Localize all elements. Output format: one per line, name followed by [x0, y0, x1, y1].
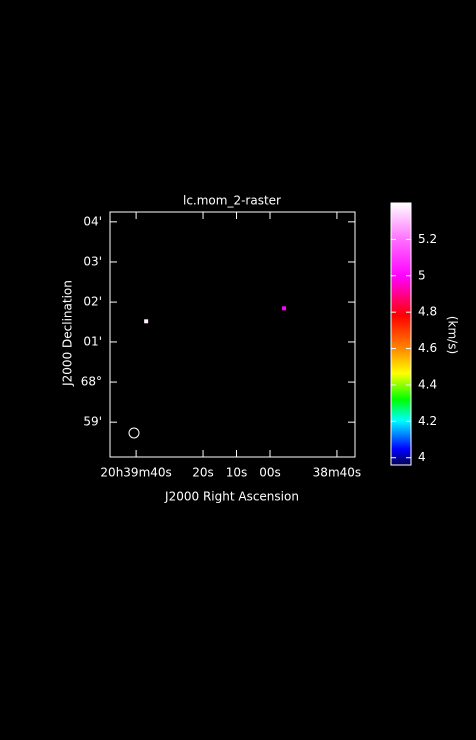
chart-title: lc.mom_2-raster — [183, 194, 281, 208]
y-tick-label: 03' — [83, 254, 102, 268]
colorbar-tick-label: 4.2 — [418, 414, 437, 428]
colorbar-tick-label: 4.4 — [418, 377, 437, 391]
x-tick-label: 20s — [192, 466, 214, 480]
x-axis-label: J2000 Right Ascension — [164, 490, 299, 504]
colorbar-tick-label: 5 — [418, 268, 426, 282]
y-tick-label: 59' — [83, 415, 102, 429]
y-tick-label: 68° — [81, 375, 102, 389]
colorbar-tick-label: 4.6 — [418, 341, 437, 355]
y-tick-label: 04' — [83, 214, 102, 228]
plot-frame — [109, 211, 356, 458]
pixel — [144, 319, 149, 324]
x-tick-label: 20h39m40s — [100, 466, 171, 480]
colorbar-tick-label: 5.2 — [418, 232, 437, 246]
x-tick-label: 38m40s — [313, 466, 361, 480]
colorbar — [390, 202, 412, 466]
pixel — [282, 306, 287, 311]
colorbar-tick-label: 4.8 — [418, 305, 437, 319]
beam — [128, 427, 140, 439]
colorbar-tick-label: 4 — [418, 450, 426, 464]
y-axis-label: J2000 Declination — [61, 280, 75, 387]
y-tick-label: 02' — [83, 295, 102, 309]
x-tick-label: 10s — [226, 466, 248, 480]
x-tick-label: 00s — [259, 466, 281, 480]
colorbar-label: (km/s) — [446, 316, 460, 354]
y-tick-label: 01' — [83, 334, 102, 348]
